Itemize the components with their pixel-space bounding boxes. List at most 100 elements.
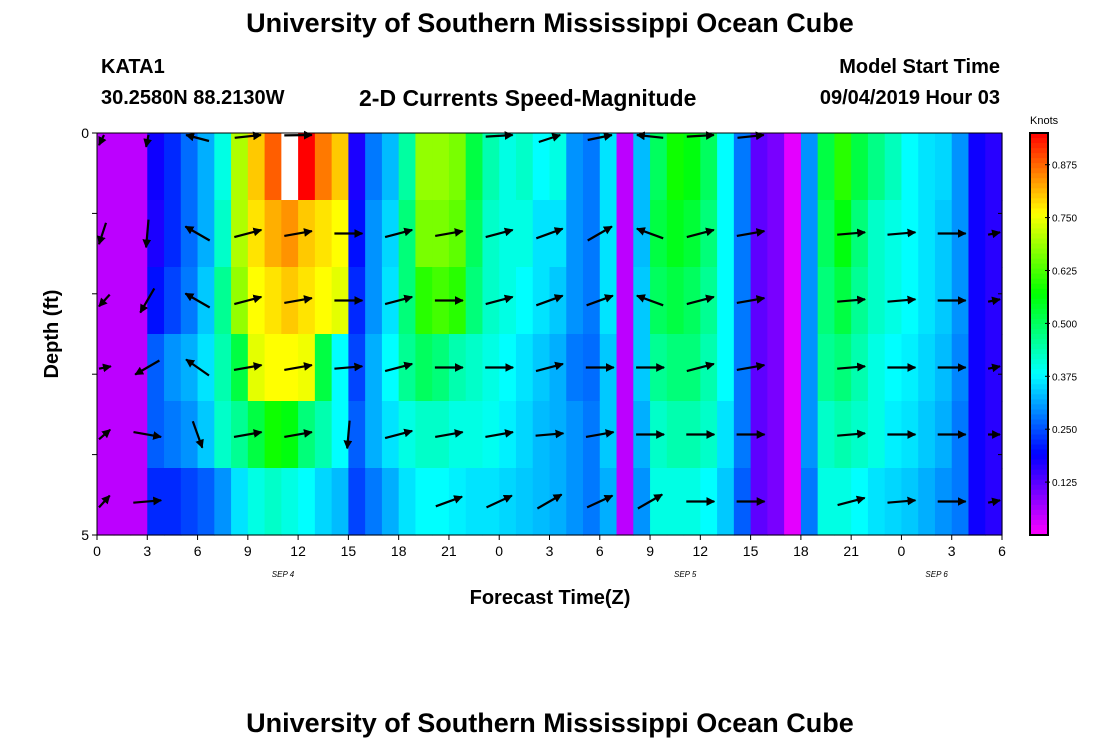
heatmap-cell: [130, 401, 148, 469]
heatmap-cell: [381, 334, 400, 402]
heatmap-cell: [566, 334, 584, 402]
heatmap-cell: [867, 133, 886, 201]
heatmap-cell: [717, 401, 735, 469]
colorbar-segment: [1030, 374, 1048, 380]
heatmap-cell: [867, 468, 886, 536]
current-arrow: [887, 228, 917, 238]
colorbar-segment: [1030, 193, 1048, 199]
heatmap-cell: [566, 200, 584, 268]
heatmap-cell: [147, 200, 165, 268]
colorbar-segment: [1030, 268, 1048, 275]
colorbar-segment: [1030, 143, 1048, 149]
heatmap-cell: [616, 334, 634, 402]
station-coords: 30.2580N 88.2130W: [101, 87, 285, 109]
heatmap-cell: [800, 334, 819, 402]
current-arrow: [384, 227, 414, 239]
colorbar-segment: [1030, 384, 1048, 390]
x-tick-label: 9: [244, 543, 252, 559]
current-arrow: [184, 225, 211, 242]
x-tick-label: 15: [341, 543, 357, 559]
heatmap-cell: [616, 200, 634, 268]
heatmap-cell: [599, 133, 618, 201]
current-arrow: [284, 362, 313, 371]
heatmap-cell: [918, 267, 936, 335]
current-arrow: [686, 361, 715, 373]
colorbar-segment: [1030, 163, 1048, 169]
current-arrow: [133, 496, 163, 506]
colorbar-segment: [1030, 303, 1048, 310]
colorbar-segment: [1030, 519, 1048, 526]
heatmap-cell: [616, 267, 634, 335]
heatmap-cell: [281, 133, 299, 201]
heatmap-cell: [817, 267, 836, 335]
heatmap-cell: [968, 401, 986, 469]
heatmap-cell: [717, 267, 735, 335]
current-arrow: [686, 131, 715, 140]
colorbar-segment: [1030, 153, 1048, 159]
heatmap-cell: [515, 133, 534, 201]
heatmap-cell: [281, 468, 299, 536]
heatmap-cell: [197, 334, 215, 402]
heatmap-cell: [717, 468, 735, 536]
colorbar-segment: [1030, 178, 1048, 184]
heatmap-cell: [214, 401, 232, 469]
current-arrow: [485, 294, 514, 306]
heatmap-cell: [683, 200, 701, 268]
heatmap-cell: [314, 334, 333, 402]
current-arrow: [837, 295, 866, 305]
current-arrow: [737, 131, 765, 141]
current-arrow: [587, 225, 613, 242]
heatmap-cell: [532, 334, 551, 402]
current-arrow: [184, 292, 211, 309]
footer-title: University of Southern Mississippi Ocean…: [246, 708, 854, 738]
heatmap-cell: [784, 267, 802, 335]
colorbar-segment: [1030, 474, 1048, 481]
heatmap-cell: [415, 401, 433, 469]
chart-subtitle: 2-D Currents Speed-Magnitude: [359, 85, 697, 111]
current-arrow: [636, 294, 664, 307]
heatmap-cell: [834, 133, 852, 201]
x-date-label: SEP 4: [272, 570, 295, 579]
colorbar-segment: [1030, 499, 1048, 506]
heatmap-cell: [918, 468, 936, 536]
colorbar-segment: [1030, 278, 1048, 285]
current-arrow: [485, 131, 514, 140]
current-arrow: [637, 493, 663, 510]
heatmap-cell: [415, 468, 433, 536]
colorbar-segment: [1030, 288, 1048, 295]
heatmap-cell: [147, 133, 165, 201]
heatmap-cell: [683, 133, 701, 201]
current-arrow: [234, 131, 262, 141]
heatmap-cell: [398, 468, 417, 536]
heatmap-cell: [834, 468, 852, 536]
heatmap-cell: [767, 133, 785, 201]
current-arrow: [139, 287, 156, 314]
colorbar-segment: [1030, 424, 1048, 431]
heatmap-cell: [465, 334, 484, 402]
heatmap-cell: [365, 334, 383, 402]
heatmap-cell: [650, 468, 668, 536]
current-arrow: [586, 294, 614, 307]
heatmap-cell: [599, 267, 618, 335]
current-arrow: [343, 420, 353, 450]
heatmap-cell: [867, 267, 886, 335]
colorbar-segment: [1030, 459, 1048, 466]
heatmap-cell: [666, 200, 685, 268]
colorbar-segment: [1030, 233, 1048, 240]
colorbar-segment: [1030, 283, 1048, 290]
current-arrow: [435, 228, 464, 237]
heatmap-cell: [465, 267, 484, 335]
heatmap-cell: [717, 133, 735, 201]
heatmap-cell: [314, 267, 333, 335]
y-tick-label: 0: [81, 125, 89, 141]
heatmap-cell: [784, 334, 802, 402]
heatmap-cell: [968, 334, 986, 402]
heatmap-cell: [599, 468, 618, 536]
current-arrow: [234, 294, 263, 306]
heatmap-cell: [180, 334, 199, 402]
heatmap-cell: [381, 401, 400, 469]
colorbar-segment: [1030, 454, 1048, 461]
heatmap-cell: [231, 267, 249, 335]
colorbar-segment: [1030, 313, 1048, 320]
heatmap-cell: [650, 133, 668, 201]
